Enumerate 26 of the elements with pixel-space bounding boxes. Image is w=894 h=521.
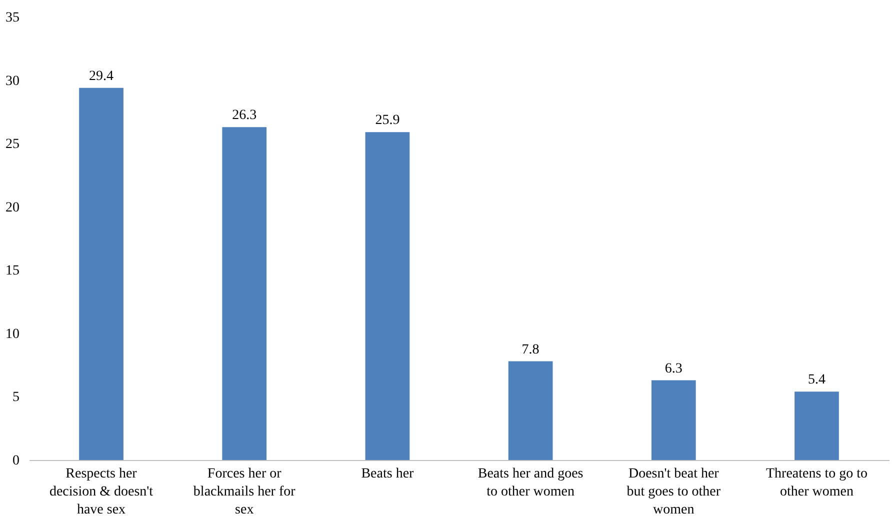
x-tick-label: Respects her decision & doesn't have sex <box>49 466 154 518</box>
data-label: 5.4 <box>808 372 826 388</box>
y-tick-label: 25 <box>6 137 20 152</box>
x-tick-label: Beats her <box>361 466 414 482</box>
data-label: 29.4 <box>89 68 114 84</box>
data-label: 6.3 <box>664 361 682 376</box>
bar <box>365 132 410 460</box>
data-label: 25.9 <box>375 113 400 128</box>
bar <box>794 392 839 460</box>
bar <box>651 380 696 460</box>
bar <box>222 127 267 460</box>
y-tick-label: 10 <box>6 326 20 342</box>
y-tick-label: 30 <box>6 74 20 89</box>
y-tick-label: 15 <box>6 264 20 279</box>
x-tick-label: Threatens to go to other women <box>766 466 868 500</box>
y-tick-label: 0 <box>12 454 20 468</box>
bar <box>79 88 124 460</box>
bar <box>508 361 553 460</box>
x-tick-label: Forces her or blackmails her for sex <box>193 466 296 518</box>
y-tick-label: 20 <box>6 200 20 216</box>
x-tick-label: Doesn't beat her but goes to other women <box>626 466 721 518</box>
x-tick-label: Beats her and goes to other women <box>478 466 584 500</box>
data-label: 26.3 <box>232 108 257 124</box>
y-tick-label: 5 <box>12 390 20 406</box>
y-tick-label: 35 <box>6 10 20 26</box>
data-label: 7.8 <box>522 342 540 358</box>
